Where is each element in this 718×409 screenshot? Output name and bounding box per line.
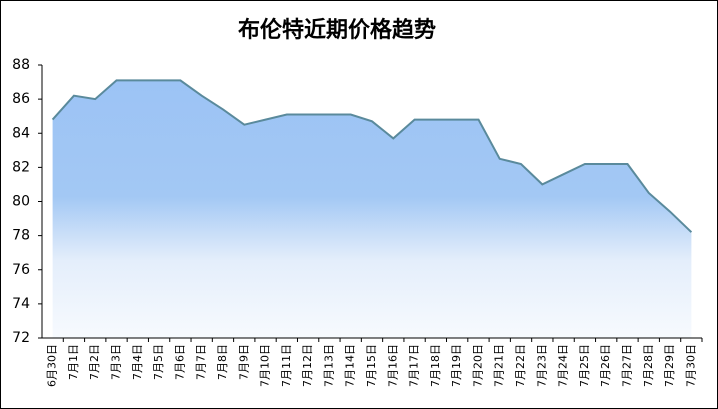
x-tick-label: 7月7日 — [195, 344, 208, 380]
area-fill — [52, 80, 692, 339]
x-tick-label: 7月3日 — [110, 344, 123, 380]
x-tick-label: 7月1日 — [67, 344, 80, 380]
x-tick-label: 7月2日 — [88, 344, 101, 380]
x-tick-label: 7月11日 — [280, 344, 293, 387]
x-tick-label: 7月20日 — [471, 344, 484, 387]
x-tick-label: 7月4日 — [131, 344, 144, 380]
y-tick-label: 86 — [12, 91, 30, 107]
y-tick-label: 78 — [12, 228, 30, 244]
x-tick-label: 7月27日 — [620, 344, 633, 387]
x-tick-label: 7月9日 — [237, 344, 250, 380]
x-tick-label: 7月16日 — [386, 344, 399, 387]
x-tick-label: 7月24日 — [557, 344, 570, 387]
x-tick-label: 7月28日 — [642, 344, 655, 387]
x-tick-label: 7月10日 — [259, 344, 272, 387]
x-tick-label: 7月17日 — [408, 344, 421, 387]
x-tick-label: 7月23日 — [535, 344, 548, 387]
x-tick-label: 7月19日 — [450, 344, 463, 387]
x-tick-label: 7月30日 — [684, 344, 697, 387]
x-tick-label: 7月13日 — [322, 344, 335, 387]
x-tick-label: 7月15日 — [365, 344, 378, 387]
line — [51, 79, 693, 233]
y-tick-label: 84 — [12, 125, 30, 141]
y-tick-label: 80 — [12, 194, 30, 210]
x-tick-label: 7月14日 — [344, 344, 357, 387]
x-tick-label: 7月29日 — [663, 344, 676, 387]
y-tick-label: 72 — [12, 330, 30, 346]
x-tick-label: 7月5日 — [152, 344, 165, 380]
x-tick-label: 7月12日 — [301, 344, 314, 387]
x-tick-label: 7月18日 — [429, 344, 442, 387]
x-tick-label: 7月25日 — [578, 344, 591, 387]
y-tick-label: 88 — [12, 57, 30, 73]
y-tick-label: 76 — [12, 262, 30, 278]
x-tick-label: 7月21日 — [493, 344, 506, 387]
x-tick-label: 7月6日 — [173, 344, 186, 380]
x-tick-label: 7月8日 — [216, 344, 229, 380]
y-tick-label: 82 — [12, 159, 30, 175]
x-tick-label: 7月22日 — [514, 344, 527, 387]
x-tick-label: 7月26日 — [599, 344, 612, 387]
x-tick-label: 6月30日 — [46, 344, 59, 387]
chart-title: 布伦特近期价格趋势 — [238, 17, 436, 43]
y-tick-label: 74 — [12, 296, 30, 312]
